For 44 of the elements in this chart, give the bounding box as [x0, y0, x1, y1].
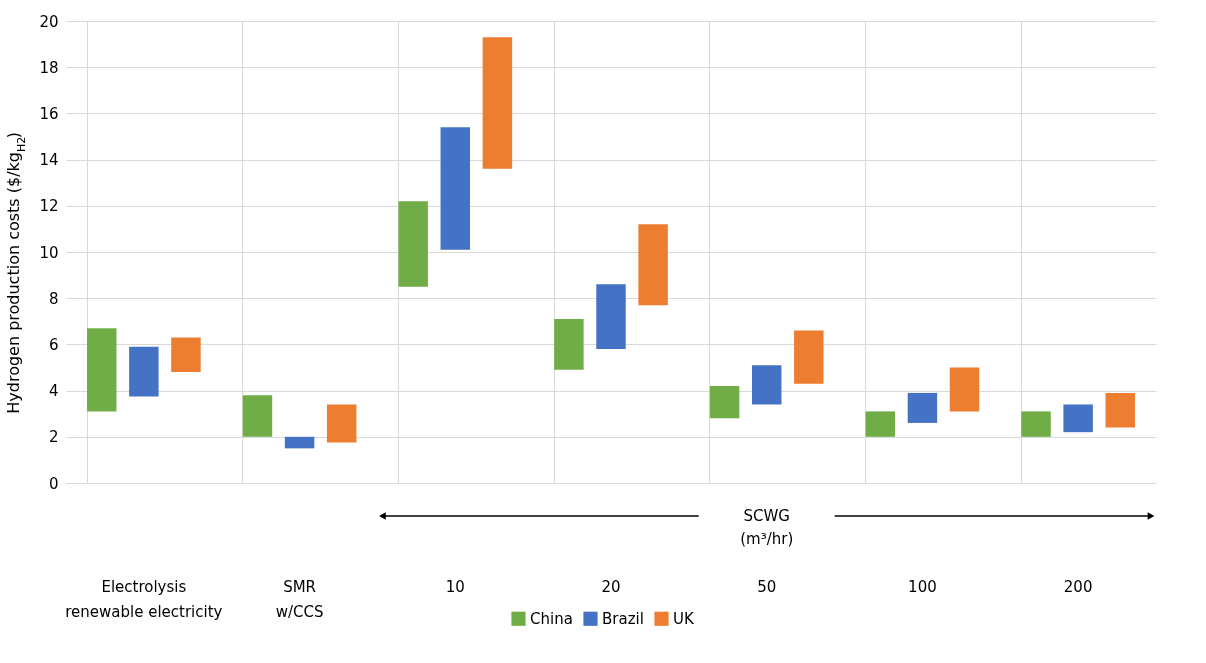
y-tick-label: 18 [39, 58, 59, 77]
legend-label: China [530, 609, 573, 628]
bar [398, 201, 428, 287]
y-tick-label: 2 [48, 428, 59, 447]
bar [242, 395, 273, 437]
x-tick-label: 50 [757, 578, 777, 596]
x-tick-label: 10 [445, 578, 465, 596]
bar [1063, 404, 1093, 433]
x-tick-label: Electrolysis renewable electricity [65, 578, 223, 621]
bar [87, 328, 117, 412]
bar [326, 404, 357, 443]
y-tick-label: 16 [39, 104, 59, 123]
x-tick-label: SMR w/CCS [275, 578, 324, 621]
bar [596, 284, 626, 350]
y-tick-label: 14 [39, 151, 59, 170]
bar [284, 436, 315, 449]
y-axis-title: Hydrogen production costs ($/kgH2) [4, 132, 28, 414]
bar [1105, 392, 1135, 428]
bar [709, 385, 740, 419]
bar [907, 392, 938, 423]
bar [751, 365, 782, 405]
y-tick-label: 4 [48, 382, 59, 401]
bar [865, 411, 896, 437]
bar [171, 337, 201, 373]
legend-label: Brazil [602, 609, 644, 628]
bar [638, 224, 668, 306]
y-tick-label: 10 [39, 243, 59, 262]
x-tick-label: 20 [601, 578, 621, 596]
bar [440, 127, 471, 250]
y-tick-label: 0 [48, 474, 59, 493]
text: SCWG (m³/hr) [740, 507, 794, 548]
y-tick-label: 20 [39, 12, 59, 31]
bar [554, 318, 584, 370]
bar [949, 367, 980, 412]
y-tick-label: 6 [48, 335, 59, 354]
y-tick-label: 8 [48, 289, 59, 308]
bar [794, 330, 824, 384]
bar [129, 346, 159, 397]
bar [482, 37, 513, 169]
y-tick-label: 12 [39, 197, 59, 216]
x-tick-label: 200 [1063, 578, 1093, 596]
legend-label: UK [673, 609, 695, 628]
x-tick-label: 100 [908, 578, 937, 596]
bar [1021, 411, 1051, 437]
